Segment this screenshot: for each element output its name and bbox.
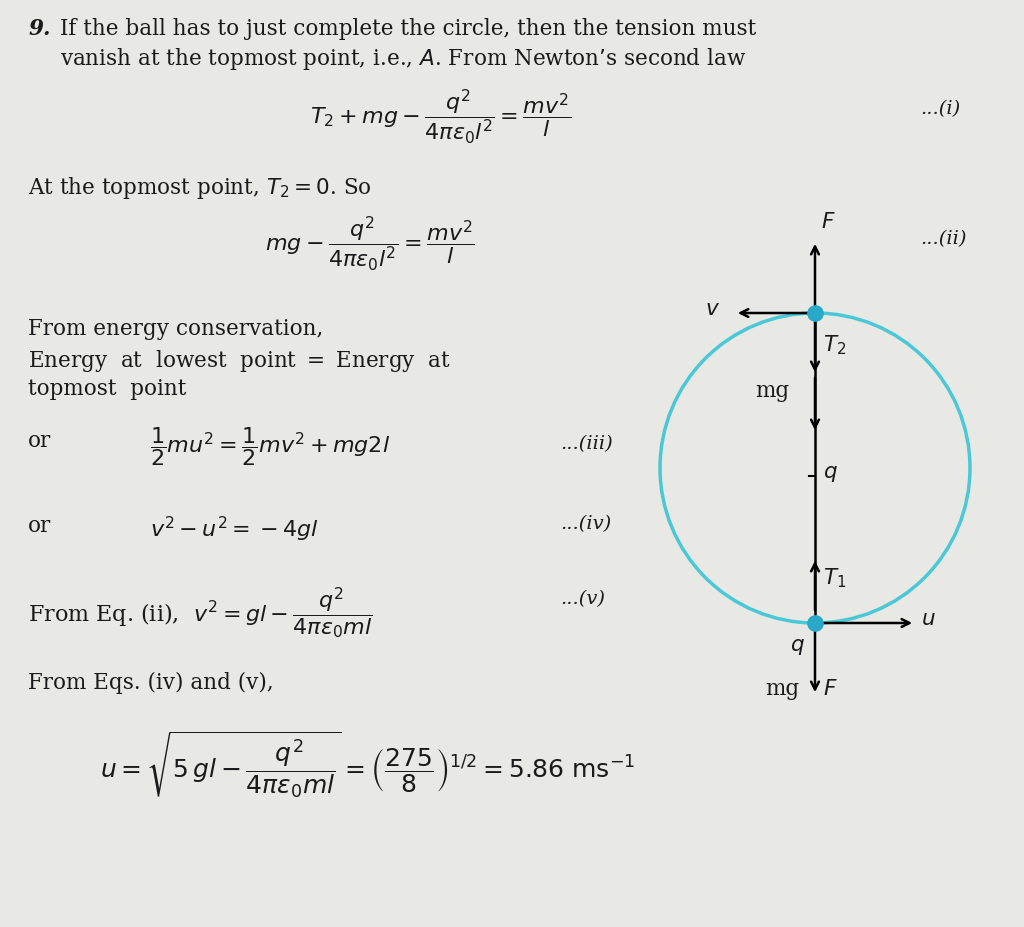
Text: or: or [28,515,51,537]
Text: $F$: $F$ [821,211,836,233]
Text: $q$: $q$ [790,635,805,657]
Text: $v$: $v$ [705,298,720,320]
Text: ...(i): ...(i) [920,100,961,118]
Text: ...(v): ...(v) [560,590,605,608]
Text: ...(ii): ...(ii) [920,230,967,248]
Text: ...(iii): ...(iii) [560,435,612,453]
Text: At the topmost point, $T_2 = 0$. So: At the topmost point, $T_2 = 0$. So [28,175,372,201]
Text: mg: mg [765,678,800,700]
Text: $u = \sqrt{5\,gl - \dfrac{q^2}{4\pi\varepsilon_0 ml}} = \left(\dfrac{275}{8}\rig: $u = \sqrt{5\,gl - \dfrac{q^2}{4\pi\vare… [100,730,635,802]
Text: $v^2 - u^2 = -4gl$: $v^2 - u^2 = -4gl$ [150,515,318,544]
Text: Energy  at  lowest  point $=$ Energy  at: Energy at lowest point $=$ Energy at [28,348,451,374]
Text: $T_1$: $T_1$ [823,566,846,590]
Text: vanish at the topmost point, i.e., $A$. From Newton’s second law: vanish at the topmost point, i.e., $A$. … [60,46,746,72]
Text: 9.: 9. [28,18,50,40]
Text: topmost  point: topmost point [28,378,186,400]
Text: ...(iv): ...(iv) [560,515,611,533]
Text: or: or [28,430,51,452]
Text: $T_2 + mg - \dfrac{q^2}{4\pi\varepsilon_0 l^2} = \dfrac{mv^2}{l}$: $T_2 + mg - \dfrac{q^2}{4\pi\varepsilon_… [310,88,571,147]
Text: $mg - \dfrac{q^2}{4\pi\varepsilon_0 l^2} = \dfrac{mv^2}{l}$: $mg - \dfrac{q^2}{4\pi\varepsilon_0 l^2}… [265,215,475,274]
Text: From Eq. (ii),  $v^2 = gl - \dfrac{q^2}{4\pi\varepsilon_0 ml}$: From Eq. (ii), $v^2 = gl - \dfrac{q^2}{4… [28,585,373,641]
Text: mg: mg [755,380,790,402]
Text: $T_2$: $T_2$ [823,333,846,357]
Text: $F$: $F$ [823,678,838,700]
Text: $q$: $q$ [823,462,838,484]
Text: From Eqs. (iv) and (v),: From Eqs. (iv) and (v), [28,672,273,694]
Text: If the ball has to just complete the circle, then the tension must: If the ball has to just complete the cir… [60,18,757,40]
Text: From energy conservation,: From energy conservation, [28,318,324,340]
Text: $\dfrac{1}{2}mu^2 = \dfrac{1}{2}mv^2 + mg2l$: $\dfrac{1}{2}mu^2 = \dfrac{1}{2}mv^2 + m… [150,425,390,468]
Text: $u$: $u$ [921,608,936,630]
